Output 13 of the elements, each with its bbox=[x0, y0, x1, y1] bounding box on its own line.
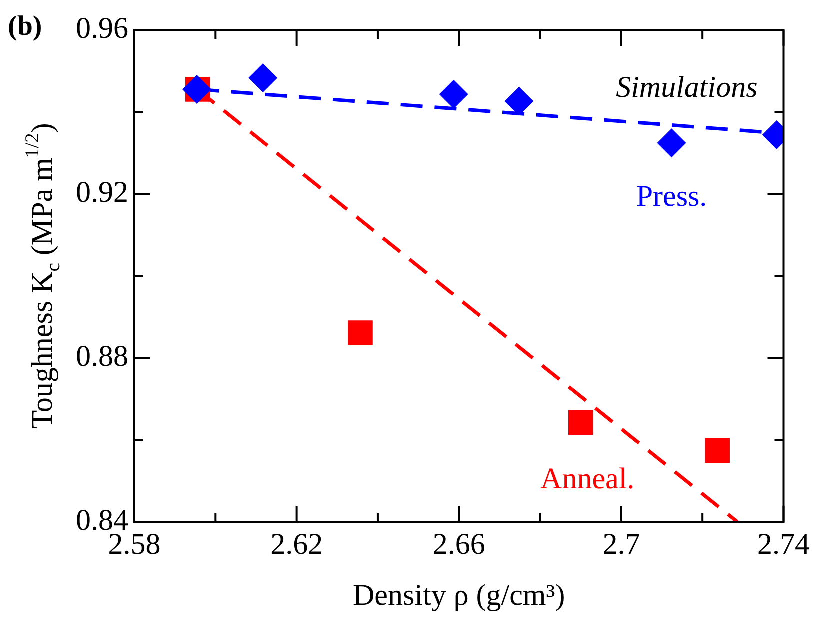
series-label: Press. bbox=[636, 180, 708, 214]
y-axis-title: Toughness Kc (MPa m1/2) bbox=[22, 123, 64, 429]
x-tick-label: 2.62 bbox=[270, 528, 324, 561]
y-tick-label: 0.92 bbox=[76, 176, 128, 209]
annotation: Simulations bbox=[616, 71, 758, 104]
x-tick-label: 2.74 bbox=[758, 528, 810, 561]
x-tick-label: 2.66 bbox=[432, 528, 486, 561]
y-tick-label: 0.96 bbox=[76, 12, 128, 45]
x-tick-label: 2.7 bbox=[602, 528, 640, 561]
series-label: Anneal. bbox=[540, 462, 635, 496]
x-axis-title: Density ρ (g/cm³) bbox=[352, 579, 566, 612]
y-tick-label: 0.88 bbox=[76, 340, 128, 373]
text: (b) bbox=[8, 11, 42, 42]
